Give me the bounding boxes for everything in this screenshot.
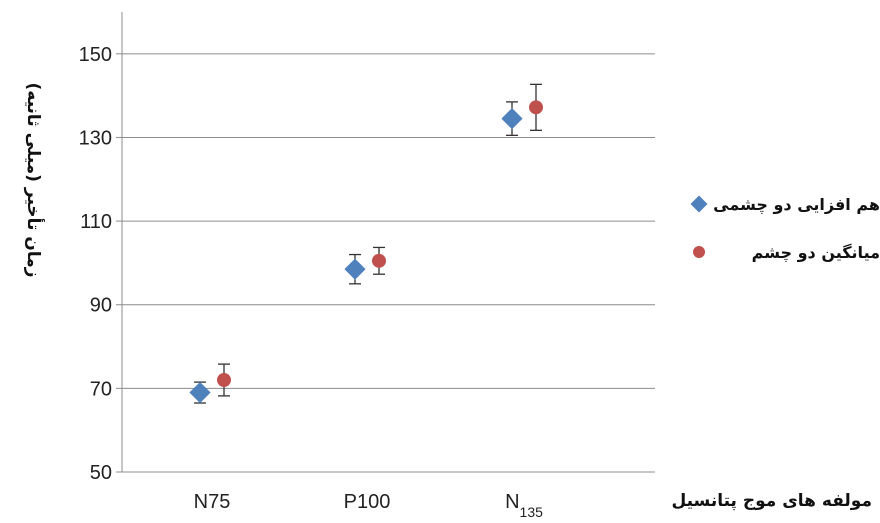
y-tick-label: 130 — [79, 127, 112, 149]
data-point-diamond — [344, 258, 366, 280]
legend: هم افزایی دو چشمی میانگین دو چشم — [690, 195, 880, 263]
y-tick-label: 110 — [80, 211, 112, 233]
y-tick-label: 50 — [90, 462, 112, 484]
x-tick-label: N75 — [194, 491, 231, 513]
y-tick-labels: 50 70 90 110 130 150 — [79, 44, 112, 484]
gridlines — [122, 53, 655, 389]
y-tick-label: 150 — [79, 44, 112, 66]
x-tick-label: N135 — [505, 491, 543, 520]
axes — [116, 12, 655, 473]
x-tick-labels: N75 P100 N135 — [194, 491, 543, 520]
legend-item-two-eye-average: میانگین دو چشم — [693, 243, 880, 263]
legend-circle-marker — [693, 246, 705, 258]
y-axis-title: زمان تأخیر (میلی ثانیه) — [23, 82, 45, 277]
legend-diamond-marker — [690, 195, 708, 213]
legend-label-two-eye-average: میانگین دو چشم — [752, 243, 880, 263]
legend-label-binocular-summation: هم افزایی دو چشمی — [713, 195, 880, 215]
data-point-circle — [217, 373, 231, 387]
y-tick-label: 70 — [90, 378, 112, 400]
x-tick-label: P100 — [344, 491, 391, 513]
data-point-circle — [372, 253, 386, 268]
data-point-diamond — [501, 108, 523, 130]
legend-item-binocular-summation: هم افزایی دو چشمی — [690, 195, 880, 215]
data-point-circle — [529, 100, 543, 115]
data-point-diamond — [189, 381, 211, 404]
x-axis-title: مولفه های موج پتانسیل — [671, 491, 872, 511]
y-tick-label: 90 — [90, 295, 112, 317]
data-marks — [189, 83, 543, 404]
